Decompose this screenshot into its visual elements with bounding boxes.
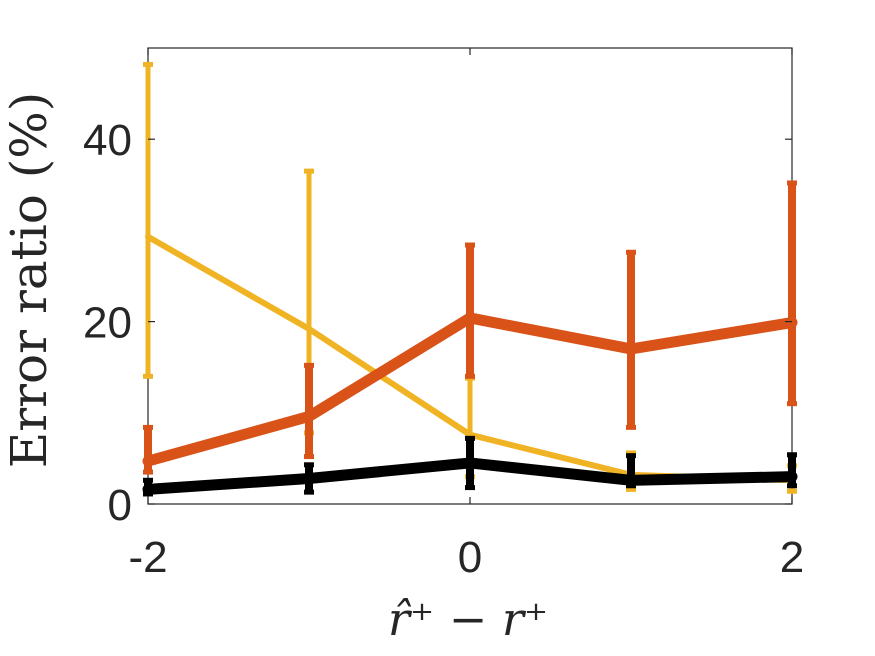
data-point <box>625 343 637 355</box>
y-tick-label: 0 <box>108 481 132 530</box>
x-tick-label: 2 <box>780 533 804 582</box>
y-tick-label: 20 <box>83 299 132 348</box>
data-point <box>464 457 476 469</box>
data-point <box>786 317 798 329</box>
series-1 <box>142 180 798 475</box>
y-tick-label: 40 <box>83 116 132 165</box>
x-axis-label: r̂⁺ − r⁺ <box>388 592 548 646</box>
data-point <box>786 471 798 483</box>
data-point <box>464 312 476 324</box>
series-layer <box>142 61 798 497</box>
data-point <box>625 474 637 486</box>
data-point <box>142 455 154 467</box>
data-point <box>303 472 315 484</box>
data-point <box>145 233 151 240</box>
data-point <box>303 410 315 422</box>
x-tick-label: 0 <box>458 533 482 582</box>
series-2 <box>142 435 798 497</box>
data-point <box>142 483 154 495</box>
data-point <box>306 325 312 332</box>
x-tick-label: -2 <box>128 533 167 582</box>
y-axis-label: Error ratio (%) <box>0 92 58 469</box>
